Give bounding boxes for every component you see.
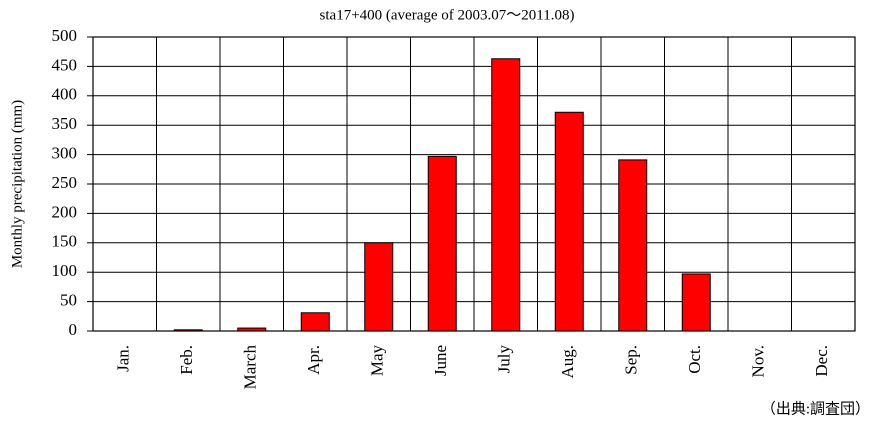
- x-tick-label: July: [495, 345, 514, 374]
- bar: [427, 155, 457, 332]
- bar: [554, 111, 584, 332]
- bar: [173, 329, 203, 332]
- x-tick-label: Oct.: [685, 345, 704, 374]
- y-tick-label: 450: [52, 55, 78, 74]
- x-tick-label: Jan.: [114, 345, 133, 372]
- y-tick-label: 250: [52, 173, 78, 192]
- y-tick-label: 150: [52, 232, 78, 251]
- x-tick-label: May: [368, 345, 387, 377]
- bar: [237, 327, 267, 332]
- x-tick-label: March: [241, 345, 260, 390]
- y-tick-label: 400: [52, 85, 78, 104]
- y-tick-label: 200: [52, 202, 78, 221]
- y-tick-label: 50: [60, 291, 77, 310]
- y-tick-label: 500: [52, 26, 78, 45]
- y-tick-label: 0: [69, 320, 78, 339]
- bar: [491, 58, 521, 332]
- bar: [618, 159, 648, 332]
- x-tick-label: Apr.: [304, 345, 323, 375]
- y-tick-label: 100: [52, 261, 78, 280]
- x-tick-label: Feb.: [177, 345, 196, 375]
- y-tick-label: 350: [52, 114, 78, 133]
- source-note: （出典:調査団）: [761, 400, 870, 417]
- x-tick-label: Nov.: [749, 345, 768, 377]
- chart-title: sta17+400 (average of 2003.07～2011.08): [320, 7, 575, 23]
- x-tick-label: Dec.: [812, 345, 831, 377]
- x-tick-label: Sep.: [622, 345, 641, 375]
- x-tick-label: Aug.: [558, 345, 577, 379]
- plot-frame: [92, 36, 856, 332]
- y-tick-label: 300: [52, 144, 78, 163]
- bar: [681, 273, 711, 332]
- bar: [300, 312, 330, 332]
- bar: [364, 242, 394, 332]
- y-axis-label: Monthly precipitation (mm): [9, 100, 25, 268]
- x-tick-label: June: [431, 345, 450, 376]
